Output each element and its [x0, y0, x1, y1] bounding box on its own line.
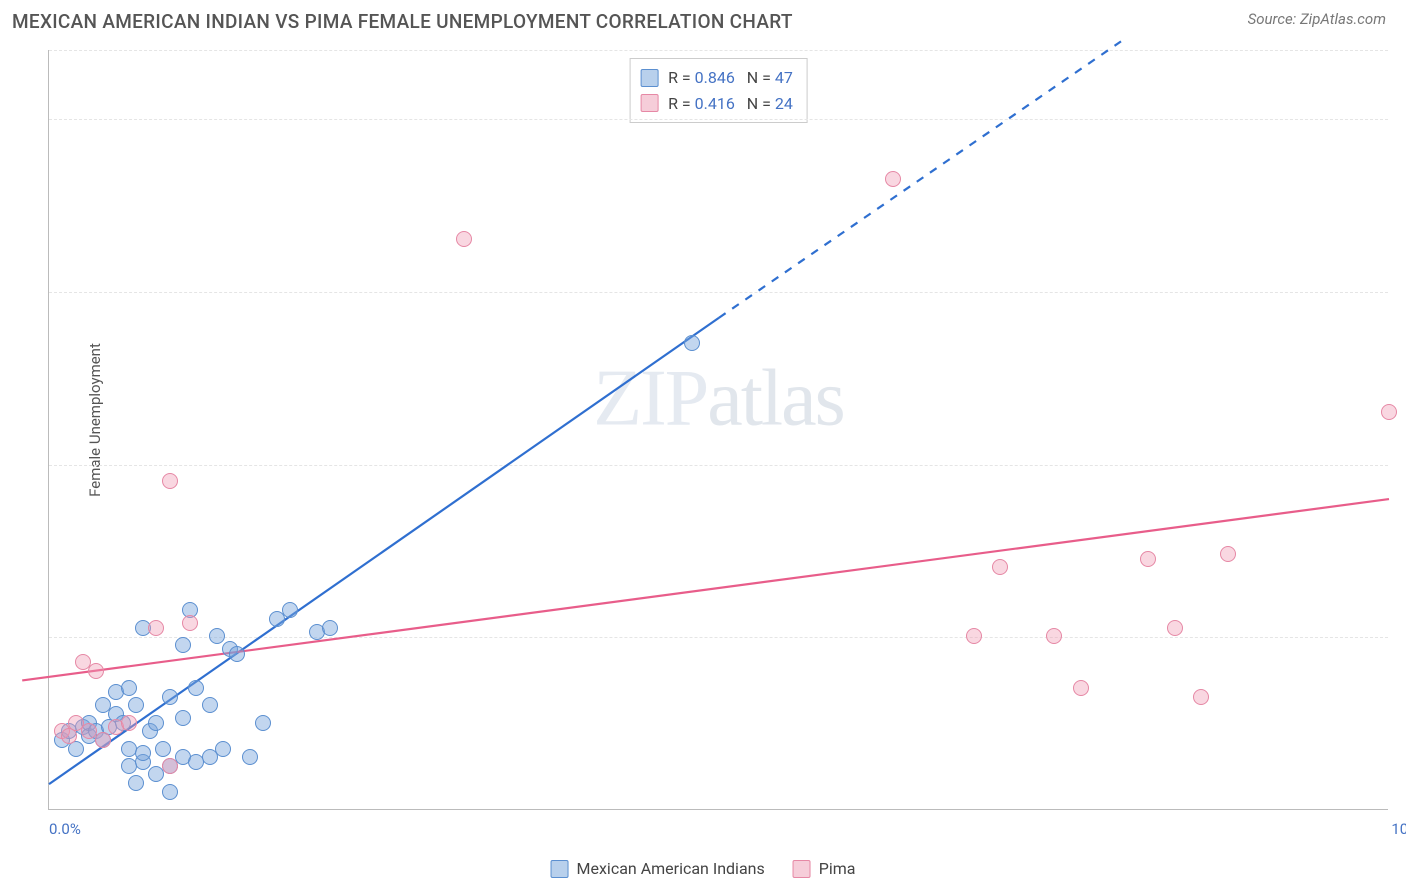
- regression-legend-row: R = 0.416 N = 24: [640, 91, 793, 117]
- series-label: Mexican American Indians: [577, 859, 765, 878]
- regression-legend-row: R = 0.846 N = 47: [640, 65, 793, 91]
- data-point: [1046, 628, 1062, 644]
- legend-swatch: [640, 94, 658, 112]
- data-point: [175, 637, 191, 653]
- data-point: [162, 473, 178, 489]
- data-point: [992, 559, 1008, 575]
- data-point: [282, 602, 298, 618]
- data-point: [88, 663, 104, 679]
- x-tick-label: 100.0%: [1391, 820, 1406, 838]
- data-point: [966, 628, 982, 644]
- data-point: [1140, 551, 1156, 567]
- regression-legend: R = 0.846 N = 47R = 0.416 N = 24: [629, 58, 808, 123]
- data-point: [242, 749, 258, 765]
- data-point: [148, 620, 164, 636]
- legend-swatch: [793, 860, 811, 878]
- data-point: [209, 628, 225, 644]
- regression-stats: R = 0.846 N = 47: [668, 65, 793, 91]
- data-point: [215, 741, 231, 757]
- gridline: [49, 637, 1388, 638]
- data-point: [322, 620, 338, 636]
- series-label: Pima: [819, 859, 856, 878]
- data-point: [128, 697, 144, 713]
- legend-swatch: [640, 69, 658, 87]
- regression-lines: [49, 50, 1389, 810]
- data-point: [162, 784, 178, 800]
- data-point: [162, 758, 178, 774]
- data-point: [1073, 680, 1089, 696]
- data-point: [229, 646, 245, 662]
- scatter-chart: ZIPatlas R = 0.846 N = 47R = 0.416 N = 2…: [48, 50, 1388, 810]
- data-point: [456, 231, 472, 247]
- x-tick-label: 0.0%: [49, 820, 81, 838]
- regression-stats: R = 0.416 N = 24: [668, 91, 793, 117]
- data-point: [148, 715, 164, 731]
- gridline: [49, 119, 1388, 120]
- data-point: [684, 335, 700, 351]
- data-point: [121, 715, 137, 731]
- series-legend-item: Pima: [793, 859, 856, 878]
- data-point: [175, 710, 191, 726]
- watermark: ZIPatlas: [593, 354, 844, 445]
- data-point: [1220, 546, 1236, 562]
- chart-title: MEXICAN AMERICAN INDIAN VS PIMA FEMALE U…: [12, 10, 793, 33]
- data-point: [135, 745, 151, 761]
- data-point: [162, 689, 178, 705]
- legend-swatch: [551, 860, 569, 878]
- source-attribution: Source: ZipAtlas.com: [1248, 10, 1386, 28]
- data-point: [121, 680, 137, 696]
- series-legend: Mexican American Indians Pima: [551, 859, 856, 878]
- gridline: [49, 465, 1388, 466]
- series-legend-item: Mexican American Indians: [551, 859, 765, 878]
- data-point: [1381, 404, 1397, 420]
- data-point: [1193, 689, 1209, 705]
- data-point: [95, 732, 111, 748]
- data-point: [182, 615, 198, 631]
- data-point: [202, 697, 218, 713]
- gridline: [49, 50, 1388, 51]
- data-point: [255, 715, 271, 731]
- data-point: [885, 171, 901, 187]
- data-point: [155, 741, 171, 757]
- data-point: [128, 775, 144, 791]
- data-point: [188, 680, 204, 696]
- data-point: [1167, 620, 1183, 636]
- gridline: [49, 292, 1388, 293]
